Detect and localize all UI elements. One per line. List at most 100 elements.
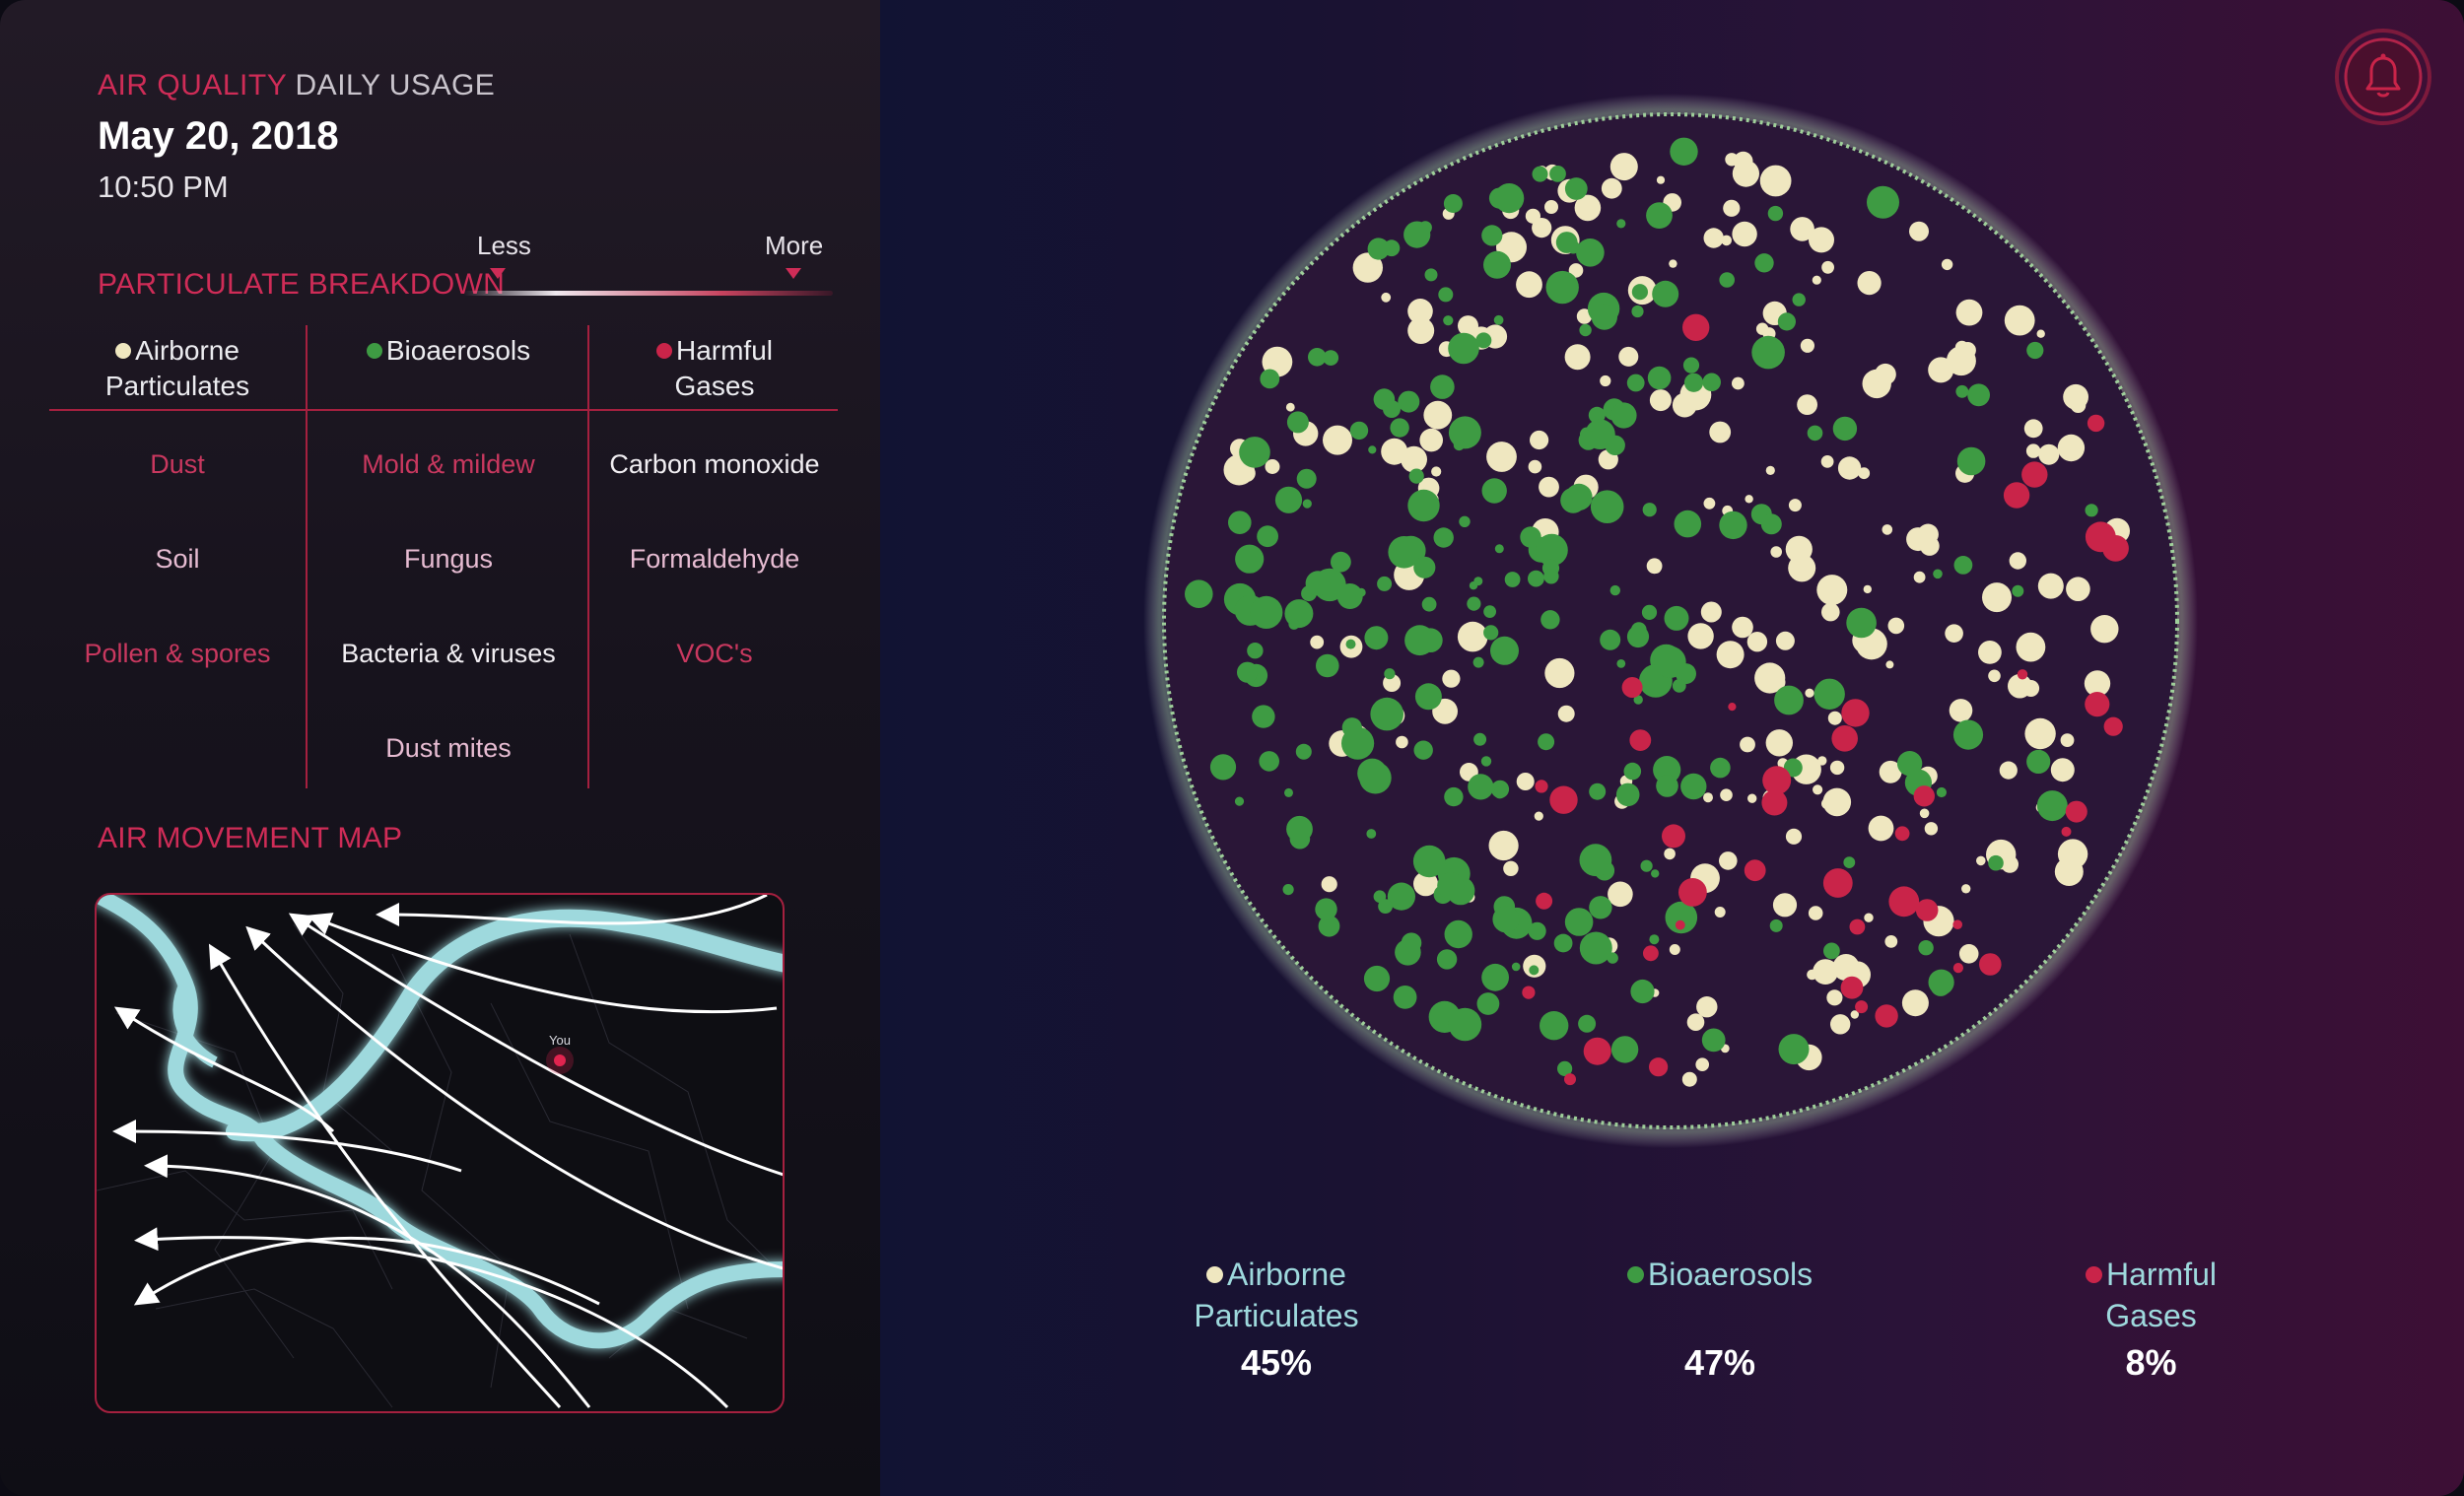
particle-bubble bbox=[2016, 632, 2046, 662]
particle-bubble bbox=[1953, 556, 1973, 575]
scale-less-marker-icon bbox=[490, 268, 506, 279]
particle-bubble bbox=[2004, 305, 2035, 336]
particle-bubble bbox=[1511, 962, 1521, 972]
particle-bubble bbox=[1545, 270, 1579, 305]
particle-bubble bbox=[1642, 503, 1657, 517]
particle-bubble bbox=[1492, 906, 1520, 933]
particle-bubble bbox=[1651, 869, 1660, 878]
particle-bubble bbox=[1381, 292, 1392, 303]
particle-bubble bbox=[1843, 856, 1856, 868]
particle-bubble bbox=[1436, 949, 1458, 970]
particle-bubble bbox=[1800, 338, 1814, 353]
particle-bubble bbox=[1481, 478, 1507, 504]
list-item: Dust mites bbox=[385, 733, 512, 763]
particle-bubble bbox=[1754, 662, 1786, 694]
column-header-line: Airborne bbox=[135, 335, 240, 366]
particle-bubble bbox=[1945, 624, 1963, 643]
particle-bubble bbox=[1472, 656, 1484, 668]
particle-bubble bbox=[1543, 569, 1559, 584]
particle-bubble bbox=[1345, 639, 1356, 649]
particle-bubble bbox=[1641, 604, 1658, 621]
particle-bubble bbox=[1630, 979, 1655, 1004]
list-item: VOC's bbox=[676, 639, 753, 668]
particle-bubble bbox=[1237, 661, 1259, 683]
air-movement-map[interactable]: You bbox=[95, 893, 785, 1413]
particle-bubble bbox=[1621, 677, 1643, 698]
particle-bubble bbox=[1672, 679, 1686, 693]
particle-bubble bbox=[1846, 607, 1877, 639]
particle-bubble bbox=[1274, 486, 1303, 513]
column-header-line: Harmful bbox=[675, 335, 773, 366]
particle-bubble bbox=[1540, 1011, 1569, 1041]
particle-bubble bbox=[1702, 373, 1721, 392]
legend-label: Harmful Gases bbox=[2105, 1257, 2217, 1333]
particle-bubble bbox=[2008, 673, 2032, 699]
particle-bubble bbox=[1664, 848, 1676, 860]
alert-button[interactable] bbox=[2334, 28, 2432, 126]
list-item: Soil bbox=[155, 544, 200, 574]
particle-bubble bbox=[1364, 626, 1389, 650]
particle-bubble bbox=[1654, 646, 1686, 678]
particle-bubble bbox=[1475, 332, 1492, 349]
particle-bubble bbox=[1618, 346, 1639, 367]
particle-bubble bbox=[1421, 596, 1437, 612]
particle-bubble bbox=[1767, 205, 1784, 222]
table-divider bbox=[587, 325, 589, 788]
particle-bubble bbox=[1933, 569, 1943, 579]
particle-bubble bbox=[1609, 153, 1638, 181]
particle-bubble bbox=[2001, 855, 2019, 873]
particle-bubble bbox=[1453, 440, 1465, 451]
particle-bubble bbox=[1827, 711, 1842, 725]
particle-bubble bbox=[1383, 400, 1401, 418]
particle-bubble bbox=[1649, 934, 1660, 945]
particle-bubble bbox=[1583, 1037, 1611, 1065]
particle-bubble bbox=[1413, 740, 1433, 760]
particle-bubble bbox=[2023, 419, 2043, 439]
you-marker[interactable]: You bbox=[546, 1033, 574, 1074]
particle-bubble bbox=[1656, 175, 1666, 184]
particle-bubble bbox=[1284, 787, 1293, 797]
particle-bubble bbox=[2084, 670, 2111, 697]
particle-bubble bbox=[1976, 855, 1986, 866]
particle-bubble bbox=[2085, 521, 2116, 553]
particle-bubble bbox=[1928, 357, 1954, 383]
particle-bubble bbox=[1185, 579, 1213, 608]
particle-bubble bbox=[1797, 394, 1817, 415]
particle-bubble bbox=[1978, 641, 2002, 664]
particle-bubble bbox=[1643, 945, 1659, 962]
harmful-dot-icon bbox=[655, 343, 672, 359]
particle-bubble bbox=[1626, 374, 1645, 392]
particle-bubble bbox=[1286, 815, 1313, 843]
legend-bioaerosols: Bioaerosols 47% bbox=[1597, 1254, 1843, 1384]
particle-bubble bbox=[1444, 786, 1464, 807]
particle-bubble bbox=[1807, 969, 1817, 981]
particle-bubble bbox=[1407, 317, 1435, 344]
particle-bubble bbox=[1821, 602, 1840, 622]
column-header-line: Particulates bbox=[104, 371, 250, 401]
particle-bubble bbox=[1493, 786, 1506, 799]
particle-bubble bbox=[1443, 315, 1454, 326]
particle-bubble bbox=[1323, 425, 1352, 455]
particle-bubble bbox=[1493, 314, 1504, 325]
particle-bubble bbox=[2021, 461, 2048, 488]
particle-bubble bbox=[1680, 773, 1707, 800]
particle-bubble bbox=[1316, 653, 1339, 678]
particle-bubble bbox=[2090, 615, 2119, 644]
particle-bubble bbox=[2026, 749, 2051, 775]
particle-bubble bbox=[1809, 227, 1834, 253]
particle-bubble bbox=[2060, 733, 2075, 747]
particle-bubble bbox=[1549, 166, 1566, 182]
particle-bubble bbox=[1430, 374, 1455, 399]
particle-bubble bbox=[1525, 208, 1540, 224]
particle-bubble bbox=[1765, 729, 1793, 757]
particle-bubble bbox=[1821, 260, 1834, 274]
table-divider bbox=[306, 325, 308, 788]
particle-bubble bbox=[1669, 259, 1677, 268]
legend-harmful: Harmful Gases 8% bbox=[2070, 1254, 2232, 1384]
legend-value: 45% bbox=[1240, 1342, 1313, 1383]
particle-bubble bbox=[2066, 577, 2090, 601]
particle-bubble bbox=[2061, 826, 2072, 837]
airborne-dot-icon bbox=[115, 343, 132, 359]
particle-bubble bbox=[1520, 526, 1541, 548]
particle-bubble bbox=[1769, 918, 1783, 932]
